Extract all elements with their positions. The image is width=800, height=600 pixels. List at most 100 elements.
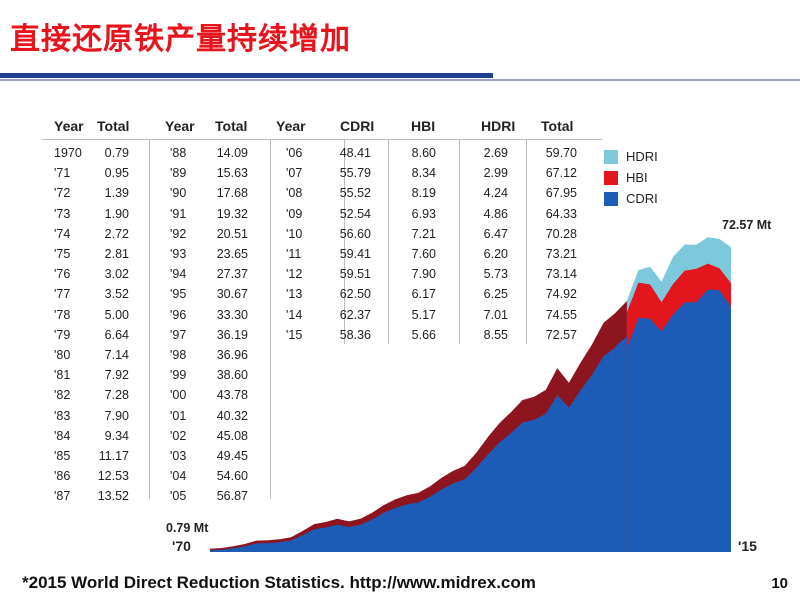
legend-swatch-cdri [604, 191, 618, 206]
table-cell-total: 6.64 [104, 327, 129, 342]
table-cell-hbi: 7.60 [411, 247, 436, 261]
table-cell-total: 74.55 [545, 307, 577, 322]
table-cell-year: '85 [54, 449, 71, 463]
table-cell-year: '89 [170, 166, 187, 181]
table-cell-year: '83 [54, 408, 71, 423]
table-cell-year: '12 [286, 267, 303, 282]
table-cell-year: '15 [286, 327, 303, 342]
table-cell-total: 33.30 [216, 307, 248, 322]
table-cell-total: 20.51 [216, 226, 248, 241]
table-cell-total: 36.19 [216, 327, 248, 342]
table-cell-total: 11.17 [98, 449, 129, 463]
table-cell-hbi: 5.66 [411, 327, 436, 342]
table-cell-total: 70.28 [545, 226, 577, 241]
table-cell-year: '14 [286, 307, 303, 322]
header-total-1: Total [97, 118, 130, 134]
table-cell-cdri: 59.51 [339, 267, 371, 282]
chart-legend: HDRI HBI CDRI [604, 146, 658, 209]
table-cell-total: 72.57 [545, 327, 577, 342]
table-cell-hdri: 6.20 [483, 247, 508, 261]
table-cell-total: 1.39 [104, 186, 129, 201]
end-value-label: 72.57 Mt [722, 218, 772, 232]
table-cell-hdri: 6.25 [483, 287, 508, 302]
legend-label-cdri: CDRI [626, 191, 658, 206]
table-cell-hdri: 4.24 [483, 186, 508, 201]
table-cell-hbi: 5.17 [411, 307, 436, 322]
table-cell-cdri: 62.37 [339, 307, 371, 322]
table-cell-total: 9.34 [104, 428, 129, 443]
table-cell-total: 0.95 [104, 166, 129, 181]
table-cell-cdri: 62.50 [339, 287, 371, 302]
table-cell-total: 1.90 [104, 206, 129, 221]
table-cell-year: '77 [54, 287, 71, 302]
table-cell-hdri: 2.69 [483, 146, 508, 160]
table-cell-total: 30.67 [216, 287, 248, 302]
table-cell-year: '81 [54, 368, 71, 383]
table-cell-year: '74 [54, 226, 71, 241]
table-cell-year: '10 [286, 226, 303, 241]
title-rule-blue [0, 73, 493, 78]
table-cell-total: 27.37 [216, 267, 248, 282]
table-cell-year: '73 [54, 206, 71, 221]
table-cell-year: '90 [170, 186, 187, 201]
table-cell-hbi: 6.17 [411, 287, 436, 302]
table-cell-year: '02 [170, 428, 187, 443]
table-cell-hbi: 8.19 [411, 186, 436, 201]
table-cell-year: '84 [54, 428, 71, 443]
table-column-divider [526, 139, 527, 344]
table-cell-total: 56.87 [216, 489, 248, 504]
table-cell-total: 45.08 [216, 428, 248, 443]
header-total-3: Total [541, 118, 574, 134]
table-cell-total: 74.92 [545, 287, 577, 302]
table-cell-total: 13.52 [97, 489, 129, 504]
table-cell-total: 40.32 [216, 408, 248, 423]
legend-item-hbi: HBI [604, 167, 658, 188]
table-cell-total: 73.21 [545, 247, 577, 261]
table-cell-hdri: 6.47 [483, 226, 508, 241]
table-column-divider [388, 139, 389, 344]
table-cell-cdri: 55.52 [339, 186, 371, 201]
table-cell-total: 0.79 [104, 146, 129, 160]
legend-item-cdri: CDRI [604, 188, 658, 209]
header-cdri: CDRI [340, 118, 375, 134]
table-cell-year: 1970 [54, 146, 82, 160]
table-cell-total: 5.00 [104, 307, 129, 322]
start-year-label: '70 [172, 538, 191, 554]
table-cell-year: '94 [170, 267, 187, 282]
table-cell-total: 7.14 [104, 348, 129, 362]
header-hbi: HBI [411, 118, 436, 134]
table-cell-total: 43.78 [216, 388, 248, 403]
table-cell-year: '01 [170, 408, 187, 423]
table-cell-year: '72 [54, 186, 71, 201]
table-cell-total: 7.90 [104, 408, 129, 423]
table-cell-hbi: 7.21 [411, 226, 436, 241]
table-cell-hdri: 2.99 [483, 166, 508, 181]
table-cell-year: '76 [54, 267, 71, 282]
table-cell-year: '08 [286, 186, 303, 201]
table-cell-total: 3.02 [104, 267, 129, 282]
table-cell-total: 59.70 [545, 146, 577, 160]
table-cell-year: '78 [54, 307, 71, 322]
table-cell-hdri: 5.73 [483, 267, 508, 282]
page-number: 10 [771, 575, 788, 592]
table-column-divider [149, 139, 150, 499]
table-cell-total: 38.60 [216, 368, 248, 383]
table-cell-year: '06 [286, 146, 303, 160]
page-title: 直接还原铁产量持续增加 [10, 22, 351, 57]
header-total-2: Total [215, 118, 248, 134]
area-cdri [626, 289, 731, 552]
table-cell-total: 2.81 [104, 247, 129, 261]
table-cell-year: '79 [54, 327, 71, 342]
source-footer: *2015 World Direct Reduction Statistics.… [22, 573, 536, 592]
table-cell-year: '11 [286, 247, 302, 261]
table-cell-total: 64.33 [545, 206, 577, 221]
table-cell-total: 36.96 [216, 348, 248, 362]
table-cell-total: 17.68 [216, 186, 248, 201]
table-cell-hdri: 8.55 [483, 327, 508, 342]
table-cell-hbi: 7.90 [411, 267, 436, 282]
table-cell-year: '71 [54, 166, 71, 181]
table-cell-year: '91 [170, 206, 187, 221]
table-cell-year: '96 [170, 307, 187, 322]
table-cell-year: '97 [170, 327, 187, 342]
area-early-cdri [210, 337, 627, 552]
